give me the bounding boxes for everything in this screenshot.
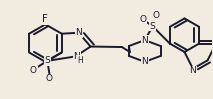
Text: N: N	[141, 36, 148, 45]
Text: O: O	[46, 74, 53, 83]
Text: N: N	[190, 66, 196, 75]
Text: S: S	[45, 56, 50, 65]
Text: O: O	[30, 66, 37, 75]
Text: O: O	[152, 11, 159, 20]
Text: O: O	[139, 15, 146, 24]
Text: F: F	[42, 14, 48, 24]
Text: S: S	[150, 22, 155, 31]
Text: H: H	[78, 56, 83, 65]
Text: N: N	[141, 57, 148, 66]
Text: N: N	[75, 28, 82, 37]
Text: N: N	[73, 52, 80, 61]
